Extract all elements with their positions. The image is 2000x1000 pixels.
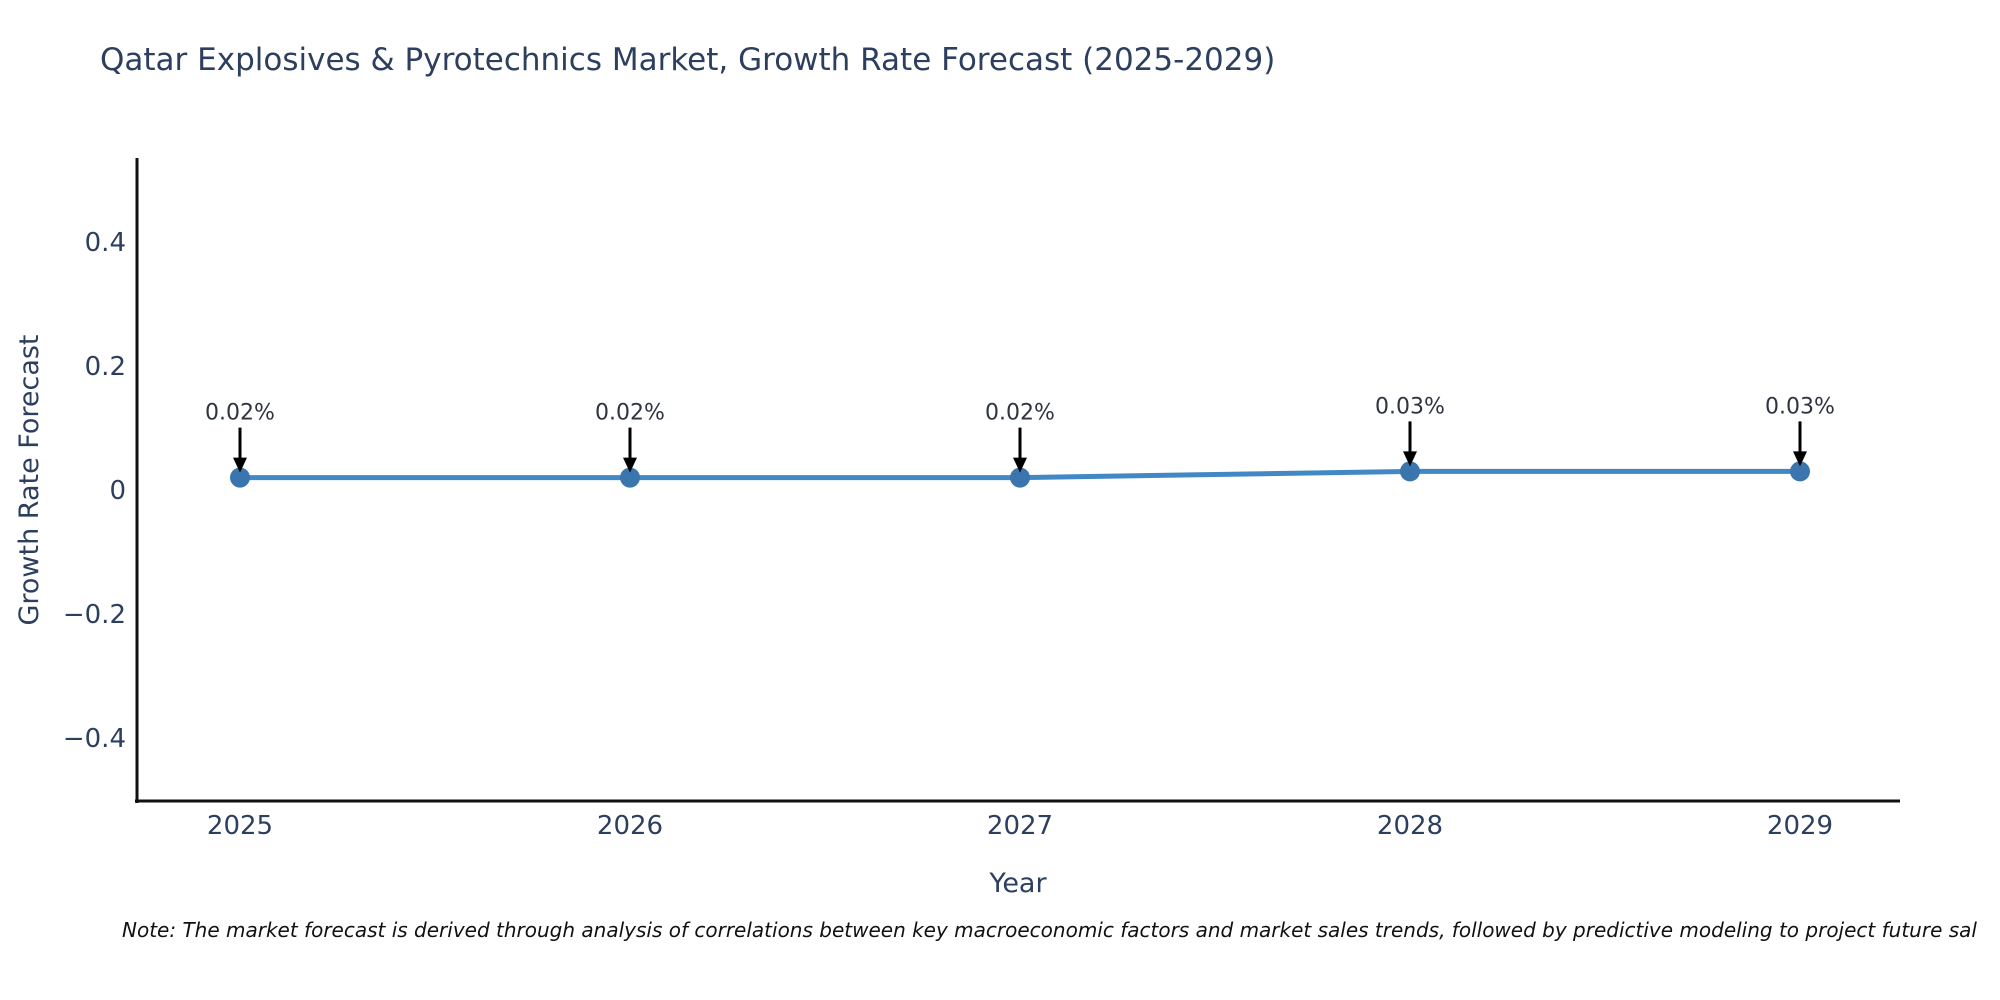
data-point-marker[interactable] [1400,461,1420,482]
data-point-marker[interactable] [620,467,640,488]
data-point-marker[interactable] [230,467,250,488]
annotation-arrowhead [1013,457,1027,473]
y-tick-label: 0.2 [85,352,126,382]
annotation-label: 0.02% [205,401,275,426]
annotation-label: 0.02% [595,401,665,426]
y-tick-label: 0 [109,476,126,506]
x-axis-label: Year [988,868,1047,899]
x-tick-label: 2027 [987,811,1053,841]
annotation-arrowhead [623,457,637,473]
point-annotations: 0.02% 0.02% 0.02% 0.03% 0.03% [205,394,1835,473]
y-tick-label: −0.4 [63,724,126,754]
annotation-arrowhead [233,457,247,473]
y-axis-ticks: 0.4 0.2 0 −0.2 −0.4 [63,228,126,754]
annotation-arrowhead [1793,451,1807,467]
y-tick-label: −0.2 [63,600,126,630]
data-point-marker[interactable] [1790,461,1810,482]
annotation-label: 0.03% [1375,394,1445,419]
x-tick-label: 2025 [207,811,273,841]
y-tick-label: 0.4 [85,228,126,258]
y-axis-label: Growth Rate Forecast [14,334,45,625]
data-series [230,461,1810,488]
footnote: Note: The market forecast is derived thr… [122,918,1977,942]
annotation-label: 0.02% [985,401,1055,426]
x-tick-label: 2026 [597,811,663,841]
x-tick-label: 2029 [1767,811,1833,841]
annotation-label: 0.03% [1765,394,1835,419]
x-axis-ticks: 2025 2026 2027 2028 2029 [207,811,1833,841]
chart-title: Qatar Explosives & Pyrotechnics Market, … [100,42,1276,78]
data-point-marker[interactable] [1010,467,1030,488]
annotation-arrowhead [1403,451,1417,467]
x-tick-label: 2028 [1377,811,1443,841]
